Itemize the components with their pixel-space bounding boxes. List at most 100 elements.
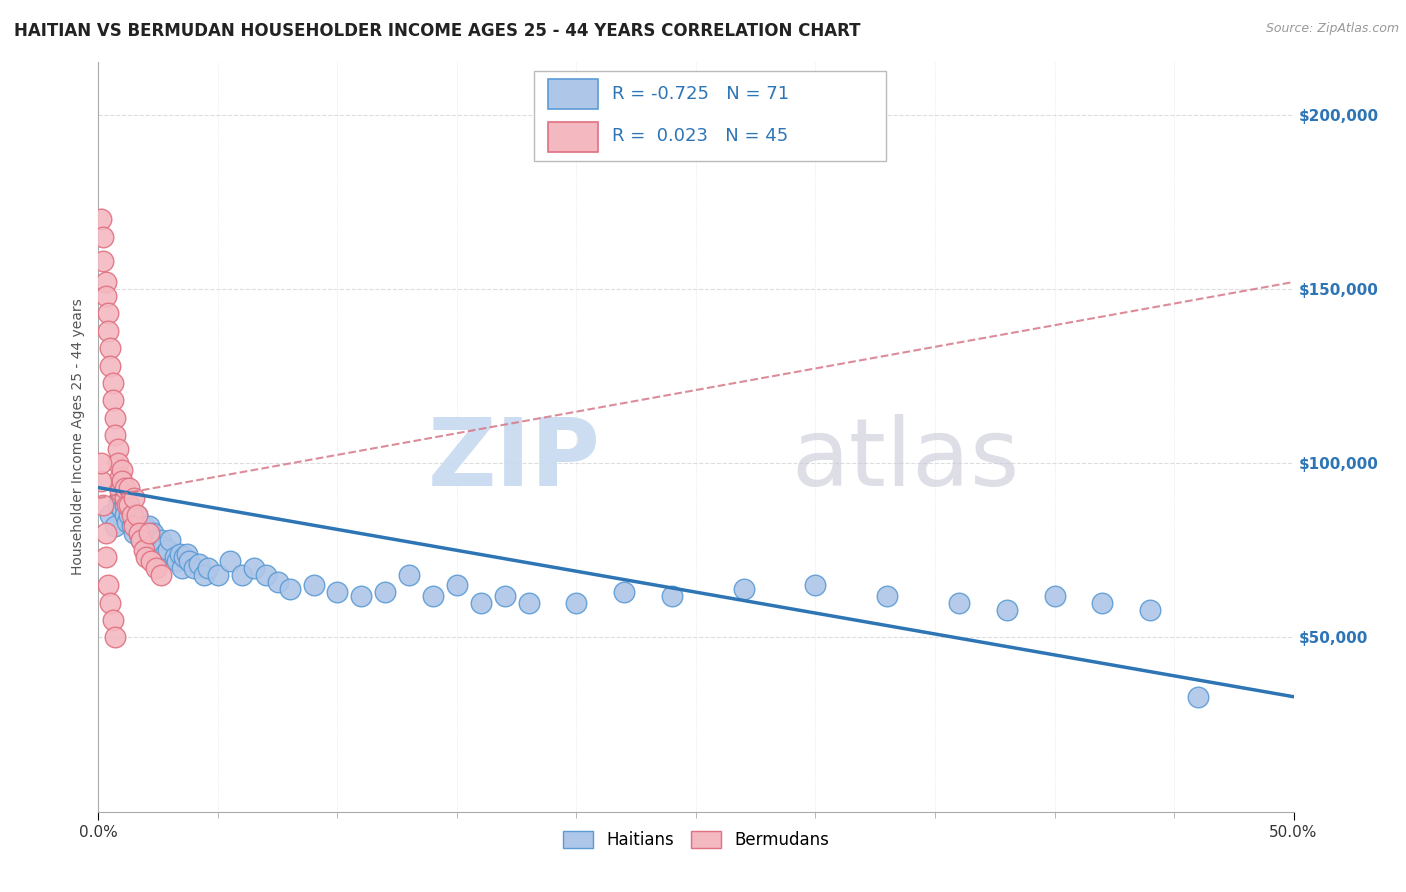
Point [104, 519, 127, 533]
FancyBboxPatch shape [548, 122, 598, 152]
Point [183, 561, 205, 575]
Point [108, 491, 131, 505]
Point [125, 508, 148, 523]
Text: atlas: atlas [792, 414, 1019, 506]
Point [169, 547, 191, 561]
Point [159, 533, 181, 547]
Point [374, 585, 396, 599]
Y-axis label: Householder Income Ages 25 - 44 years: Householder Income Ages 25 - 44 years [70, 299, 84, 575]
Text: R = -0.725   N = 71: R = -0.725 N = 71 [612, 85, 789, 103]
Point [470, 596, 492, 610]
Point [243, 561, 266, 575]
Point [124, 491, 146, 505]
Point [661, 589, 683, 603]
Point [278, 582, 301, 596]
Point [121, 519, 143, 533]
Point [104, 631, 127, 645]
Point [101, 613, 124, 627]
Point [118, 481, 141, 495]
Point [197, 561, 219, 575]
Point [1091, 596, 1114, 610]
Point [94, 525, 117, 540]
Point [118, 508, 141, 523]
Point [128, 525, 150, 540]
Point [90, 456, 112, 470]
Point [804, 578, 827, 592]
Point [104, 411, 127, 425]
Point [350, 589, 373, 603]
Point [124, 519, 146, 533]
Point [138, 525, 160, 540]
Point [142, 525, 165, 540]
Point [995, 602, 1018, 616]
Point [1043, 589, 1066, 603]
Point [114, 491, 136, 505]
Point [565, 596, 588, 610]
Point [254, 567, 277, 582]
Text: HAITIAN VS BERMUDAN HOUSEHOLDER INCOME AGES 25 - 44 YEARS CORRELATION CHART: HAITIAN VS BERMUDAN HOUSEHOLDER INCOME A… [14, 22, 860, 40]
Point [104, 428, 127, 442]
Point [111, 463, 134, 477]
Point [114, 481, 136, 495]
Point [108, 484, 131, 499]
Point [193, 567, 215, 582]
Point [98, 341, 122, 355]
Point [124, 516, 146, 530]
Point [90, 474, 112, 488]
Point [494, 589, 516, 603]
Point [132, 543, 155, 558]
Point [114, 498, 136, 512]
Point [91, 498, 114, 512]
Point [135, 525, 157, 540]
Point [207, 567, 229, 582]
Text: ZIP: ZIP [427, 414, 600, 506]
Text: Source: ZipAtlas.com: Source: ZipAtlas.com [1265, 22, 1399, 36]
Point [98, 596, 122, 610]
Point [948, 596, 970, 610]
Point [148, 540, 170, 554]
Point [107, 498, 129, 512]
Point [138, 519, 160, 533]
Point [91, 254, 114, 268]
Text: R =  0.023   N = 45: R = 0.023 N = 45 [612, 128, 787, 145]
Point [128, 525, 150, 540]
Point [125, 508, 148, 523]
Point [613, 585, 636, 599]
Point [125, 519, 148, 533]
Point [446, 578, 468, 592]
Point [90, 212, 112, 227]
Point [145, 561, 167, 575]
Point [101, 376, 124, 390]
Point [145, 533, 167, 547]
Point [114, 508, 136, 523]
Point [97, 578, 120, 592]
Point [132, 519, 155, 533]
Point [107, 442, 129, 457]
FancyBboxPatch shape [548, 79, 598, 109]
Point [326, 585, 349, 599]
Point [131, 533, 153, 547]
Point [118, 498, 141, 512]
Point [94, 275, 117, 289]
Point [139, 554, 162, 568]
Point [121, 508, 143, 523]
Point [1139, 602, 1161, 616]
Point [173, 550, 195, 565]
Point [91, 229, 114, 244]
Point [166, 554, 188, 568]
Point [124, 525, 146, 540]
Point [149, 567, 172, 582]
Point [187, 558, 209, 572]
Point [94, 289, 117, 303]
Point [179, 554, 201, 568]
Point [131, 533, 153, 547]
Point [111, 484, 134, 499]
FancyBboxPatch shape [534, 71, 886, 161]
Point [733, 582, 755, 596]
Point [876, 589, 898, 603]
Point [302, 578, 325, 592]
Point [97, 324, 120, 338]
Point [94, 550, 117, 565]
Point [107, 456, 129, 470]
Point [156, 543, 179, 558]
